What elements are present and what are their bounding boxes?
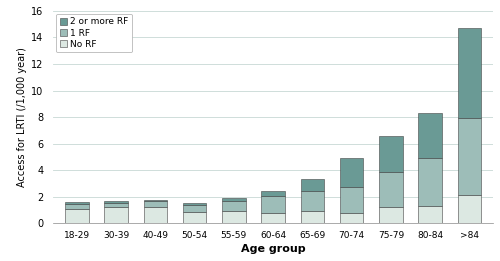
- Bar: [183, 212, 206, 223]
- Bar: [379, 136, 402, 171]
- Bar: [262, 191, 285, 196]
- Bar: [340, 158, 363, 187]
- Bar: [300, 191, 324, 211]
- Bar: [458, 118, 481, 195]
- Y-axis label: Access for LRTI (/1,000 year): Access for LRTI (/1,000 year): [17, 47, 27, 187]
- Legend: 2 or more RF, 1 RF, No RF: 2 or more RF, 1 RF, No RF: [56, 14, 132, 52]
- Bar: [144, 201, 167, 207]
- Bar: [65, 209, 88, 223]
- Bar: [183, 203, 206, 205]
- Bar: [222, 201, 246, 211]
- Bar: [340, 213, 363, 223]
- Bar: [340, 187, 363, 213]
- Bar: [300, 211, 324, 223]
- Bar: [379, 171, 402, 207]
- Bar: [144, 207, 167, 223]
- Bar: [418, 113, 442, 158]
- Bar: [379, 207, 402, 223]
- Bar: [183, 205, 206, 212]
- Bar: [104, 201, 128, 203]
- Bar: [222, 198, 246, 201]
- Bar: [104, 203, 128, 207]
- Bar: [222, 211, 246, 223]
- Bar: [262, 213, 285, 223]
- Bar: [65, 204, 88, 209]
- Bar: [418, 158, 442, 206]
- Bar: [418, 206, 442, 223]
- Bar: [65, 202, 88, 204]
- X-axis label: Age group: Age group: [241, 244, 306, 254]
- Bar: [262, 196, 285, 213]
- Bar: [144, 200, 167, 201]
- Bar: [458, 195, 481, 223]
- Bar: [104, 207, 128, 223]
- Bar: [300, 180, 324, 191]
- Bar: [458, 27, 481, 118]
